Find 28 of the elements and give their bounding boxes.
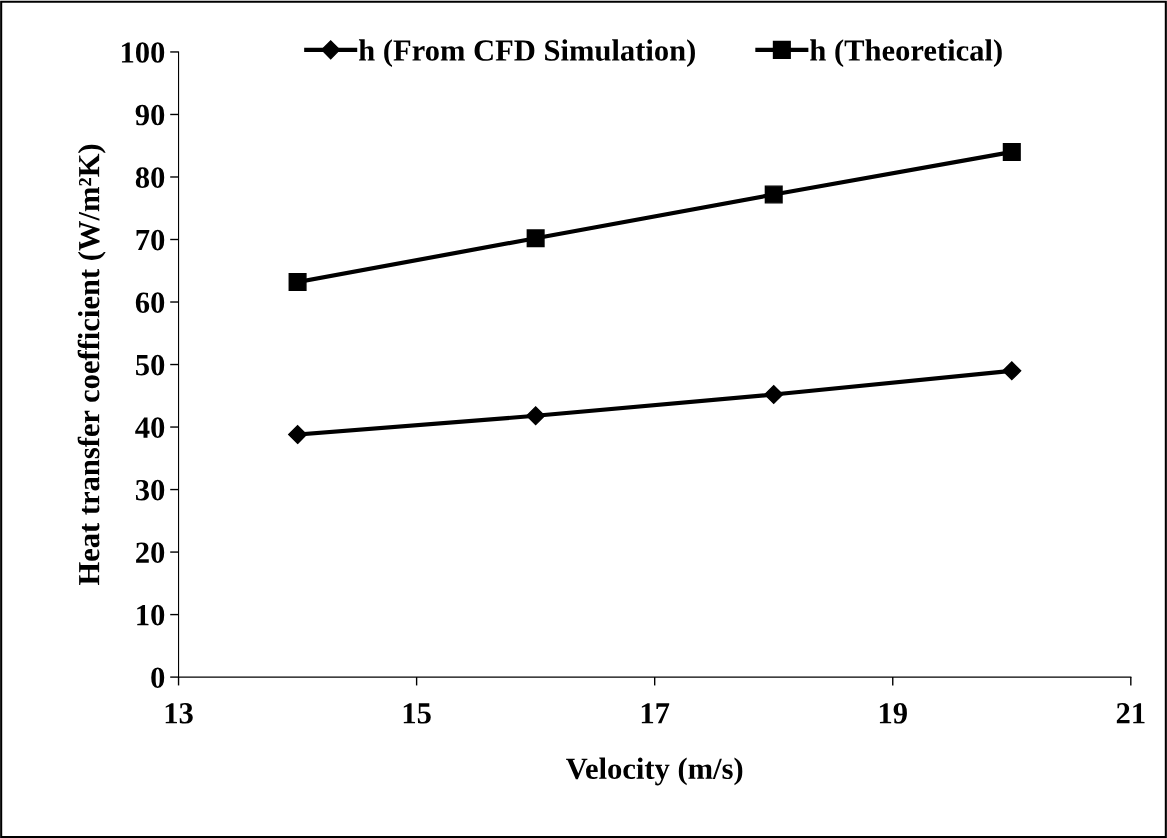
x-axis-title: Velocity (m/s) xyxy=(566,757,743,786)
y-tick-label: 80 xyxy=(135,167,165,188)
y-tick-label: 0 xyxy=(151,667,165,689)
x-tick-label: 15 xyxy=(403,703,431,724)
point xyxy=(1002,361,1022,381)
y-tick-label: 20 xyxy=(136,542,165,563)
y-tick-label: 30 xyxy=(135,479,165,501)
y-tick-label: 90 xyxy=(135,104,165,126)
legend-label: h (Theoretical) xyxy=(810,39,1002,68)
point xyxy=(1002,142,1021,162)
x-tick-label: 13 xyxy=(165,703,193,724)
y-tick-label: 10 xyxy=(137,604,165,626)
y-tick-label: 100 xyxy=(121,42,165,63)
x-tick-label: 21 xyxy=(1116,703,1145,724)
point xyxy=(764,385,784,405)
y-tick-label: 70 xyxy=(136,229,165,251)
y-tick-label: 40 xyxy=(135,417,165,438)
point xyxy=(288,425,308,445)
y-tick-label: 60 xyxy=(135,292,165,313)
y-tick-label: 50 xyxy=(136,354,165,376)
x-tick-label: 17 xyxy=(641,703,670,724)
y-axis-title: Heat transfer coefficient (W/m²K) xyxy=(77,144,106,586)
point xyxy=(764,185,783,204)
x-tick-label: 19 xyxy=(879,703,907,724)
legend-label: h (From CFD Simulation) xyxy=(358,39,695,68)
point xyxy=(288,272,307,292)
point xyxy=(526,229,545,248)
point xyxy=(526,406,546,426)
